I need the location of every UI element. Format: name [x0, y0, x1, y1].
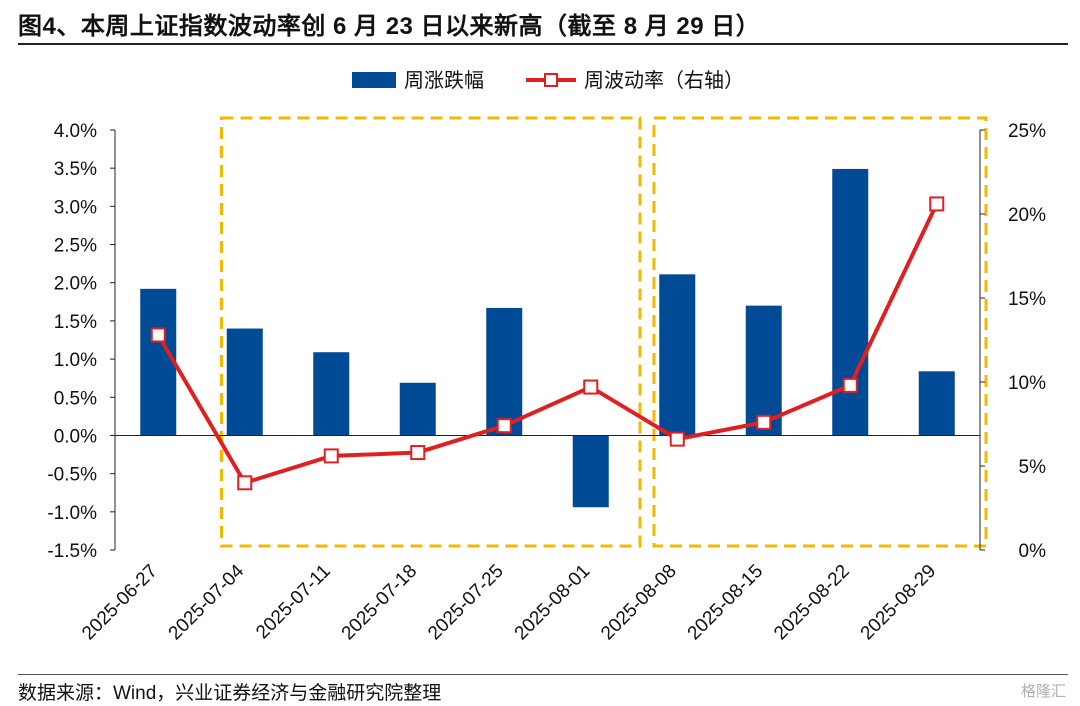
left-tick-label: 2.0%	[54, 274, 97, 295]
point-2025-07-11	[323, 448, 339, 464]
legend: 周涨跌幅 周波动率（右轴）	[352, 69, 744, 92]
right-tick-label: 20%	[1008, 205, 1046, 226]
point-2025-07-25	[496, 418, 512, 434]
point-2025-08-22	[842, 377, 858, 393]
footer-divider	[18, 674, 1068, 675]
source-note: 数据来源：Wind，兴业证券经济与金融研究院整理	[18, 683, 442, 704]
bar-series	[140, 168, 955, 508]
right-tick-label: 25%	[1008, 121, 1046, 142]
bar-2025-08-01	[572, 435, 609, 508]
x-tick-label: 2025-08-08	[597, 561, 681, 645]
left-tick-label: 2.5%	[54, 236, 97, 257]
left-tick-label: 0.0%	[54, 426, 97, 447]
left-tick-label: 3.5%	[54, 159, 97, 180]
x-tick-label: 2025-07-04	[165, 560, 249, 644]
left-tick-label: -1.0%	[47, 503, 97, 524]
volatility-line	[156, 203, 939, 485]
x-tick-label: 2025-08-15	[684, 561, 768, 645]
x-tick-label: 2025-07-18	[338, 561, 422, 645]
left-tick-label: 3.0%	[54, 197, 97, 218]
x-tick-label: 2025-07-11	[252, 561, 335, 644]
left-tick-label: -0.5%	[47, 465, 97, 486]
point-2025-08-01	[583, 379, 599, 395]
point-2025-06-27	[150, 327, 166, 343]
bar-2025-08-15	[745, 305, 782, 436]
point-2025-08-15	[756, 414, 772, 430]
x-tick-label: 2025-07-25	[424, 561, 508, 645]
x-tick-label: 2025-08-01	[511, 561, 595, 645]
bar-2025-08-08	[659, 274, 696, 436]
legend-line-label: 周波动率（右轴）	[584, 69, 744, 92]
legend-bar-swatch	[352, 72, 396, 88]
bar-2025-07-18	[399, 382, 436, 436]
left-tick-label: 4.0%	[54, 121, 97, 142]
right-tick-label: 5%	[1019, 457, 1047, 478]
bar-2025-08-22	[832, 168, 869, 436]
highlight-boxes	[220, 116, 988, 548]
bar-2025-06-27	[140, 288, 177, 436]
axes: -1.5% -1.0% -0.5% 0.0% 0.5% 1.0% 1.5% 2.0% 2.5% 3…	[47, 121, 1046, 644]
legend-bar-label: 周涨跌幅	[404, 69, 484, 92]
bar-2025-07-04	[226, 328, 263, 436]
title-divider	[18, 43, 1068, 45]
chart-title: 图4、本周上证指数波动率创 6 月 23 日以来新高（截至 8 月 29 日）	[18, 13, 761, 40]
point-2025-07-04	[237, 475, 253, 491]
highlight-box-2	[652, 116, 988, 548]
x-tick-label: 2025-08-22	[770, 561, 854, 645]
left-tick-label: 1.5%	[54, 312, 97, 333]
right-tick-label: 10%	[1008, 373, 1046, 394]
x-tick-label: 2025-06-27	[78, 561, 162, 645]
left-tick-label: 1.0%	[54, 350, 97, 371]
point-2025-07-18	[410, 445, 426, 461]
left-tick-label: -1.5%	[47, 541, 97, 562]
bar-2025-07-11	[313, 352, 350, 436]
watermark: 格隆汇	[1020, 683, 1066, 700]
point-2025-08-08	[669, 431, 685, 447]
chart: 周涨跌幅 周波动率（右轴） -1.5% -1.0% -0.5% 0.0% 0.5% 1.0%…	[47, 69, 1046, 644]
right-tick-label: 15%	[1008, 289, 1046, 310]
x-tick-label: 2025-08-29	[857, 561, 941, 645]
left-tick-label: 0.5%	[54, 388, 97, 409]
right-tick-label: 0%	[1019, 541, 1047, 562]
bar-2025-08-29	[918, 371, 955, 436]
highlight-box-1	[220, 116, 642, 548]
bar-2025-07-25	[486, 307, 523, 436]
legend-line-marker	[544, 73, 558, 87]
point-2025-08-29	[929, 196, 945, 212]
line-series	[150, 196, 945, 491]
